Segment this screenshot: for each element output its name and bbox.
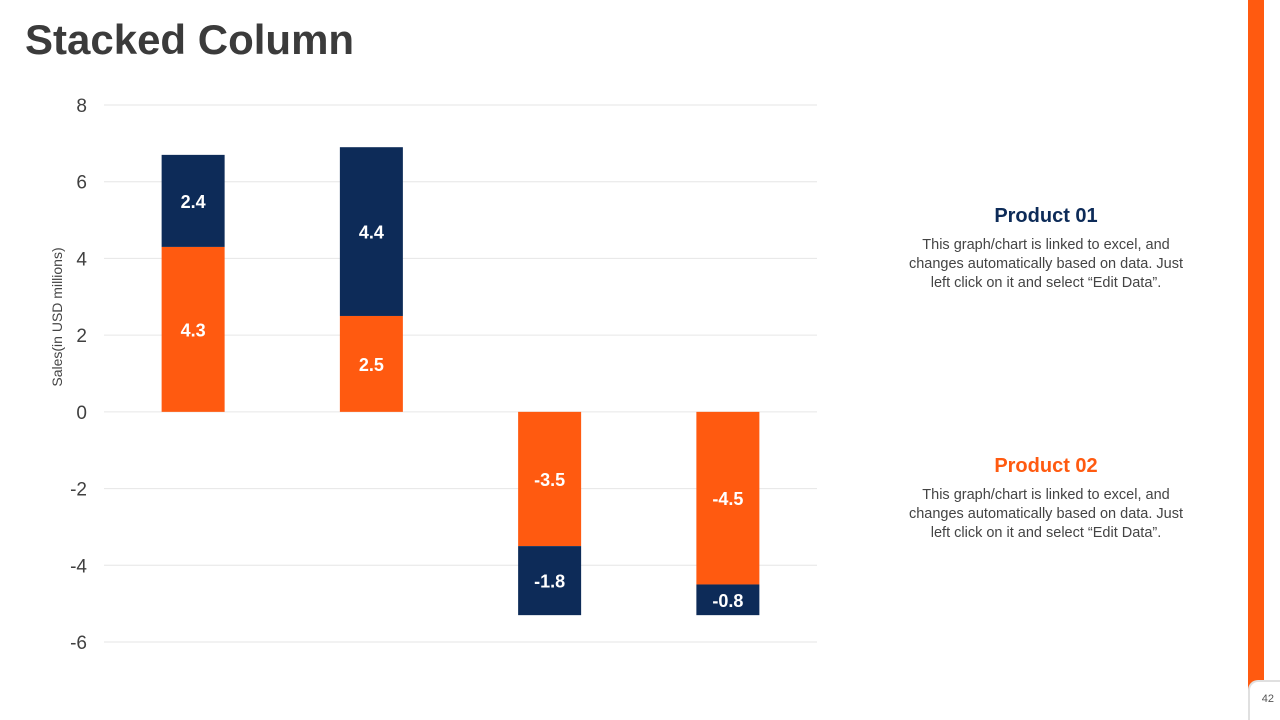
page-number: 42	[1261, 693, 1274, 705]
bar-segment	[161, 246, 225, 412]
y-tick-label: -4	[70, 556, 87, 577]
data-label: -3.5	[534, 470, 565, 490]
legend-description-product-01: This graph/chart is linked to excel, and…	[908, 237, 1184, 291]
bar-segment	[696, 411, 760, 585]
data-labels: 4.3 2.4 2.5 4.4 -3.5 -1.8 -4.5 -0.8	[181, 192, 744, 611]
y-tick-label: 2	[76, 326, 87, 347]
data-label: -0.8	[712, 591, 743, 611]
y-tick-label: -6	[70, 633, 87, 654]
accent-sidebar	[1248, 0, 1264, 720]
data-label: 4.3	[181, 320, 206, 340]
legend-title-product-01: Product 01	[994, 205, 1098, 227]
y-tick-label: 4	[76, 249, 87, 270]
legend-product-02: Product 02 This graph/chart is linked to…	[880, 454, 1212, 543]
bar-segment	[518, 546, 582, 616]
data-label: -4.5	[712, 489, 743, 509]
data-label: 2.4	[181, 192, 206, 212]
bar-segment	[161, 154, 225, 247]
y-tick-label: 6	[76, 173, 87, 194]
y-tick-label: 0	[76, 403, 87, 424]
y-axis-title: Sales(in USD millions)	[49, 247, 65, 386]
page-number-tab	[1248, 680, 1280, 720]
data-label: 2.5	[359, 355, 384, 375]
legend-description-product-02: This graph/chart is linked to excel, and…	[908, 487, 1184, 541]
slide-title: Stacked Column	[25, 16, 355, 63]
bar-segment	[518, 411, 582, 547]
y-tick-label: -2	[70, 480, 87, 501]
data-label: 4.4	[359, 223, 384, 243]
y-tick-label: 8	[76, 96, 87, 117]
legend-product-01: Product 01 This graph/chart is linked to…	[880, 204, 1212, 293]
data-label: -1.8	[534, 572, 565, 592]
bar-segment	[696, 584, 760, 616]
y-axis-ticks: 8 6 4 2 0 -2 -4 -6	[70, 96, 87, 654]
legend-title-product-02: Product 02	[994, 455, 1098, 477]
bar-segment	[339, 147, 403, 316]
bars	[161, 147, 760, 616]
bar-segment	[339, 315, 403, 412]
